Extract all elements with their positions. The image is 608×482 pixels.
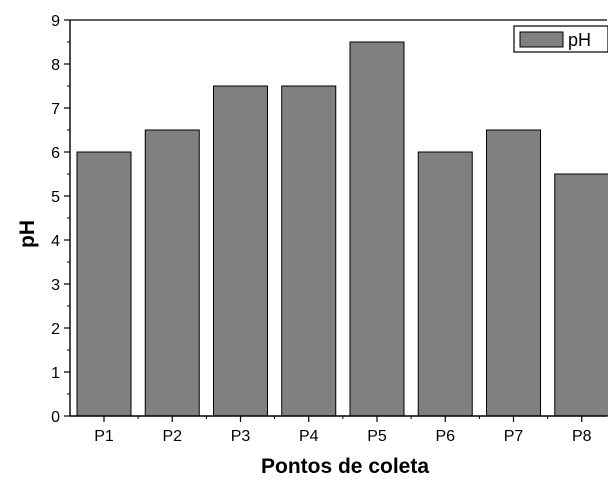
y-tick-label: 6 [51, 145, 60, 162]
bar-p1 [76, 151, 132, 417]
bar-p2 [144, 129, 200, 417]
x-tick-label: P7 [504, 428, 524, 445]
x-tick-label: P3 [231, 428, 251, 445]
legend: pH [513, 25, 608, 53]
y-tick-label: 8 [51, 57, 60, 74]
legend-swatch [519, 31, 564, 48]
x-tick-label: P4 [299, 428, 319, 445]
x-tick-label: P6 [435, 428, 455, 445]
bar-p7 [486, 129, 541, 417]
bar-p5 [349, 41, 405, 417]
x-tick-label: P5 [367, 428, 387, 445]
x-axis-title: Pontos de coleta [261, 455, 429, 478]
x-tick-label: P8 [572, 428, 592, 445]
legend-label: pH [568, 30, 591, 50]
bar-p3 [213, 85, 268, 417]
y-tick-label: 3 [51, 277, 60, 294]
bar-p6 [417, 151, 473, 417]
x-axis: P1 P2 P3 P4 P5 P6 P7 P8 [70, 415, 607, 445]
y-tick-label: 2 [51, 321, 60, 338]
y-tick-label: 4 [51, 233, 60, 250]
y-axis-title: pH [16, 220, 39, 248]
y-axis: 0 1 2 3 4 5 6 7 8 9 [51, 13, 71, 426]
x-tick-label: P1 [94, 428, 114, 445]
y-tick-label: 0 [51, 409, 60, 426]
y-tick-label: 9 [51, 13, 60, 30]
y-tick-label: 7 [51, 101, 60, 118]
bar-p8 [554, 173, 608, 417]
bar-p4 [281, 85, 337, 417]
y-tick-label: 1 [51, 365, 60, 382]
bars-group [76, 41, 608, 417]
x-tick-label: P2 [162, 428, 182, 445]
y-tick-label: 5 [51, 189, 60, 206]
